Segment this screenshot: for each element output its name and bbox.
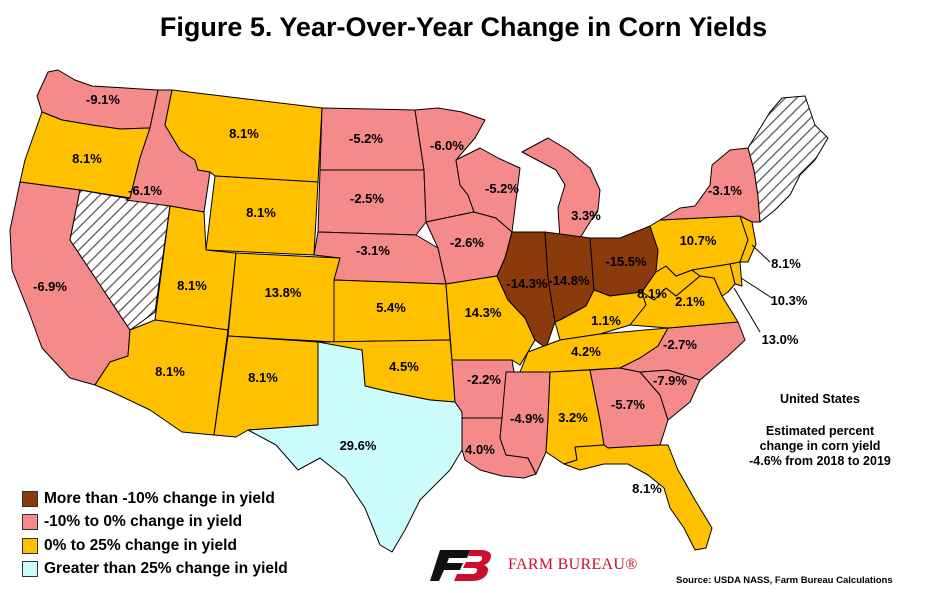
state-value-wa: -9.1% <box>86 92 120 107</box>
state-value-nm: 8.1% <box>248 370 278 385</box>
state-value-ky: 1.1% <box>591 313 621 328</box>
legend-item-0-to-25: 0% to 25% change in yield <box>22 534 288 558</box>
state-value-ga: -5.7% <box>611 397 645 412</box>
state-mt <box>164 89 323 183</box>
legend-item-greater-than-25: Greater than 25% change in yield <box>22 558 288 582</box>
legend-label: Greater than 25% change in yield <box>44 560 288 578</box>
legend-swatch <box>22 537 38 554</box>
brand-name: FARM BUREAU® <box>508 556 638 573</box>
us-summary-title: United States <box>780 392 860 406</box>
legend-swatch <box>22 490 38 507</box>
state-value-mo: 14.3% <box>465 305 502 320</box>
state-value-fl: 8.1% <box>632 481 662 496</box>
state-value-mn: -6.0% <box>430 138 464 153</box>
state-value-ne: -3.1% <box>356 243 390 258</box>
legend: More than -10% change in yield -10% to 0… <box>22 487 288 581</box>
farm-bureau-logo-icon <box>430 550 491 581</box>
leader-line-nj <box>751 244 771 263</box>
source-note: Source: USDA NASS, Farm Bureau Calculati… <box>676 575 893 586</box>
state-value-az: 8.1% <box>155 364 185 379</box>
us-summary-line: Estimated percent <box>765 424 875 438</box>
legend-item-neg10-to-0: -10% to 0% change in yield <box>22 511 288 535</box>
state-value-tn: 4.2% <box>571 344 601 359</box>
state-value-pa: 10.7% <box>680 233 717 248</box>
state-value-il: -14.3% <box>506 276 548 291</box>
legend-item-more-than-neg10: More than -10% change in yield <box>22 487 288 511</box>
state-tx <box>247 341 463 553</box>
state-value-wv: 8.1% <box>637 286 667 301</box>
legend-label: More than -10% change in yield <box>44 489 275 507</box>
state-value-ny: -3.1% <box>708 183 742 198</box>
us-summary-line: -4.6% from 2018 to 2019 <box>749 454 891 468</box>
state-value-ks: 5.4% <box>376 300 406 315</box>
state-value-ar: -2.2% <box>467 372 501 387</box>
leader-line-md <box>733 287 761 333</box>
state-value-al: 3.2% <box>558 410 588 425</box>
state-value-de: 10.3% <box>771 293 808 308</box>
state-value-ia: -2.6% <box>450 235 484 250</box>
state-fl <box>563 444 713 551</box>
chart-title: Figure 5. Year-Over-Year Change in Corn … <box>159 12 768 42</box>
state-value-ca: -6.9% <box>33 279 67 294</box>
state-nj <box>739 215 757 263</box>
state-value-mi: 3.3% <box>571 208 601 223</box>
state-value-nc: -2.7% <box>663 337 697 352</box>
state-value-tx: 29.6% <box>340 438 377 453</box>
state-value-sd: -2.5% <box>350 191 384 206</box>
state-nc <box>619 321 746 381</box>
state-value-id: -6.1% <box>128 183 162 198</box>
state-md <box>691 263 736 297</box>
farm-bureau-brand: FARM BUREAU® <box>430 548 638 582</box>
state-value-ms: -4.9% <box>510 411 544 426</box>
state-value-va: 2.1% <box>675 294 705 309</box>
state-value-in: -14.8% <box>548 273 590 288</box>
state-value-nd: -5.2% <box>349 131 383 146</box>
state-value-or: 8.1% <box>72 151 102 166</box>
legend-label: 0% to 25% change in yield <box>44 536 237 554</box>
state-value-md: 13.0% <box>762 332 799 347</box>
state-value-wy: 8.1% <box>246 205 276 220</box>
leader-line-de <box>740 277 773 299</box>
state-value-mt: 8.1% <box>229 126 259 141</box>
state-value-sc: -7.9% <box>653 373 687 388</box>
state-value-co: 13.8% <box>265 285 302 300</box>
state-value-ok: 4.5% <box>389 359 419 374</box>
state-value-oh: -15.5% <box>605 254 647 269</box>
state-new-england <box>747 95 829 223</box>
legend-label: -10% to 0% change in yield <box>44 513 243 531</box>
legend-swatch <box>22 561 38 578</box>
legend-swatch <box>22 514 38 531</box>
state-sd <box>317 169 427 236</box>
us-summary-note: United States Estimated percent change i… <box>740 392 900 469</box>
state-value-wi: -5.2% <box>485 181 519 196</box>
us-summary-line: change in corn yield <box>759 439 881 453</box>
state-nm <box>213 335 319 438</box>
state-value-ut: 8.1% <box>177 278 207 293</box>
state-value-la: 4.0% <box>465 442 495 457</box>
state-mi <box>521 137 601 241</box>
state-value-nj: 8.1% <box>771 256 801 271</box>
